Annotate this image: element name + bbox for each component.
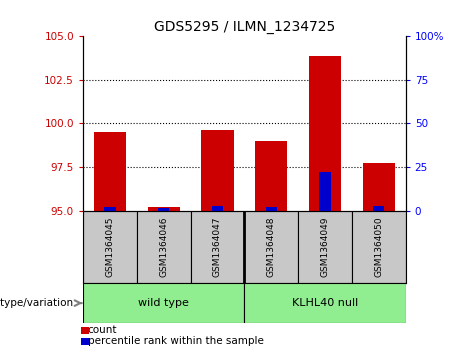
Bar bbox=[137, 211, 190, 283]
Bar bbox=[319, 172, 331, 211]
Bar bbox=[244, 211, 298, 283]
Bar bbox=[190, 211, 244, 283]
Text: GSM1364046: GSM1364046 bbox=[159, 217, 168, 277]
Bar bbox=[212, 206, 223, 211]
Text: GSM1364048: GSM1364048 bbox=[267, 217, 276, 277]
Bar bbox=[83, 211, 137, 283]
Bar bbox=[309, 56, 341, 211]
Text: GSM1364045: GSM1364045 bbox=[106, 217, 114, 277]
Text: KLHL40 null: KLHL40 null bbox=[292, 298, 358, 308]
Text: wild type: wild type bbox=[138, 298, 189, 308]
Bar bbox=[148, 207, 180, 211]
Bar bbox=[373, 206, 384, 211]
Text: percentile rank within the sample: percentile rank within the sample bbox=[88, 336, 264, 346]
Bar bbox=[104, 207, 116, 211]
Bar bbox=[363, 163, 395, 211]
Bar bbox=[244, 283, 406, 323]
Bar bbox=[94, 132, 126, 211]
Bar bbox=[158, 208, 169, 211]
Bar bbox=[266, 207, 277, 211]
Bar bbox=[83, 283, 244, 323]
Text: GSM1364047: GSM1364047 bbox=[213, 217, 222, 277]
Bar bbox=[255, 141, 287, 211]
Text: count: count bbox=[88, 325, 117, 335]
Bar bbox=[298, 211, 352, 283]
Text: genotype/variation: genotype/variation bbox=[0, 298, 74, 308]
Text: GSM1364050: GSM1364050 bbox=[374, 216, 383, 277]
Title: GDS5295 / ILMN_1234725: GDS5295 / ILMN_1234725 bbox=[154, 20, 335, 34]
Bar bbox=[201, 130, 234, 211]
Text: GSM1364049: GSM1364049 bbox=[320, 217, 330, 277]
Bar bbox=[352, 211, 406, 283]
